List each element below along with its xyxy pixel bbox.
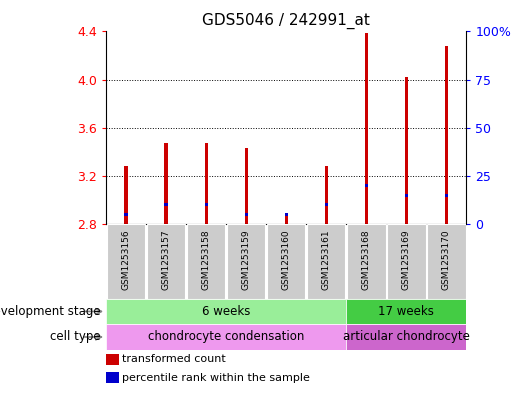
Bar <box>445 46 448 224</box>
Bar <box>164 143 167 224</box>
Text: GSM1253161: GSM1253161 <box>322 230 331 290</box>
Bar <box>325 166 328 224</box>
Bar <box>427 224 465 299</box>
Bar <box>285 213 288 216</box>
Bar <box>187 224 225 299</box>
Text: chondrocyte condensation: chondrocyte condensation <box>148 331 304 343</box>
Bar <box>106 324 346 350</box>
Bar <box>285 216 288 224</box>
Bar <box>205 203 208 206</box>
Bar <box>405 194 408 196</box>
Text: GSM1253160: GSM1253160 <box>282 230 290 290</box>
Text: percentile rank within the sample: percentile rank within the sample <box>122 373 310 383</box>
Bar <box>325 203 328 206</box>
Text: 6 weeks: 6 weeks <box>202 305 250 318</box>
Text: GSM1253169: GSM1253169 <box>402 230 411 290</box>
Bar <box>307 224 346 299</box>
Bar <box>346 324 466 350</box>
Text: GSM1253157: GSM1253157 <box>162 230 171 290</box>
Bar <box>267 224 305 299</box>
Bar <box>405 77 408 224</box>
Text: articular chondrocyte: articular chondrocyte <box>343 331 470 343</box>
Bar <box>346 299 466 324</box>
Text: transformed count: transformed count <box>122 354 226 364</box>
Bar <box>227 224 266 299</box>
Bar <box>347 224 385 299</box>
Bar <box>125 166 128 224</box>
Bar <box>365 184 368 187</box>
Bar <box>387 224 426 299</box>
Bar <box>164 203 167 206</box>
Bar <box>365 33 368 224</box>
Bar <box>125 213 128 216</box>
Text: GSM1253170: GSM1253170 <box>442 230 451 290</box>
Bar <box>147 224 185 299</box>
Text: cell type: cell type <box>50 331 101 343</box>
Text: GSM1253158: GSM1253158 <box>201 230 210 290</box>
Text: development stage: development stage <box>0 305 101 318</box>
Bar <box>106 354 119 365</box>
Text: GSM1253168: GSM1253168 <box>362 230 371 290</box>
Text: GSM1253156: GSM1253156 <box>121 230 130 290</box>
Title: GDS5046 / 242991_at: GDS5046 / 242991_at <box>202 13 370 29</box>
Bar <box>205 143 208 224</box>
Bar <box>244 213 248 216</box>
Bar <box>107 224 145 299</box>
Bar <box>106 372 119 383</box>
Bar <box>244 148 248 224</box>
Text: GSM1253159: GSM1253159 <box>242 230 251 290</box>
Text: 17 weeks: 17 weeks <box>378 305 434 318</box>
Bar <box>445 194 448 196</box>
Bar <box>106 299 346 324</box>
